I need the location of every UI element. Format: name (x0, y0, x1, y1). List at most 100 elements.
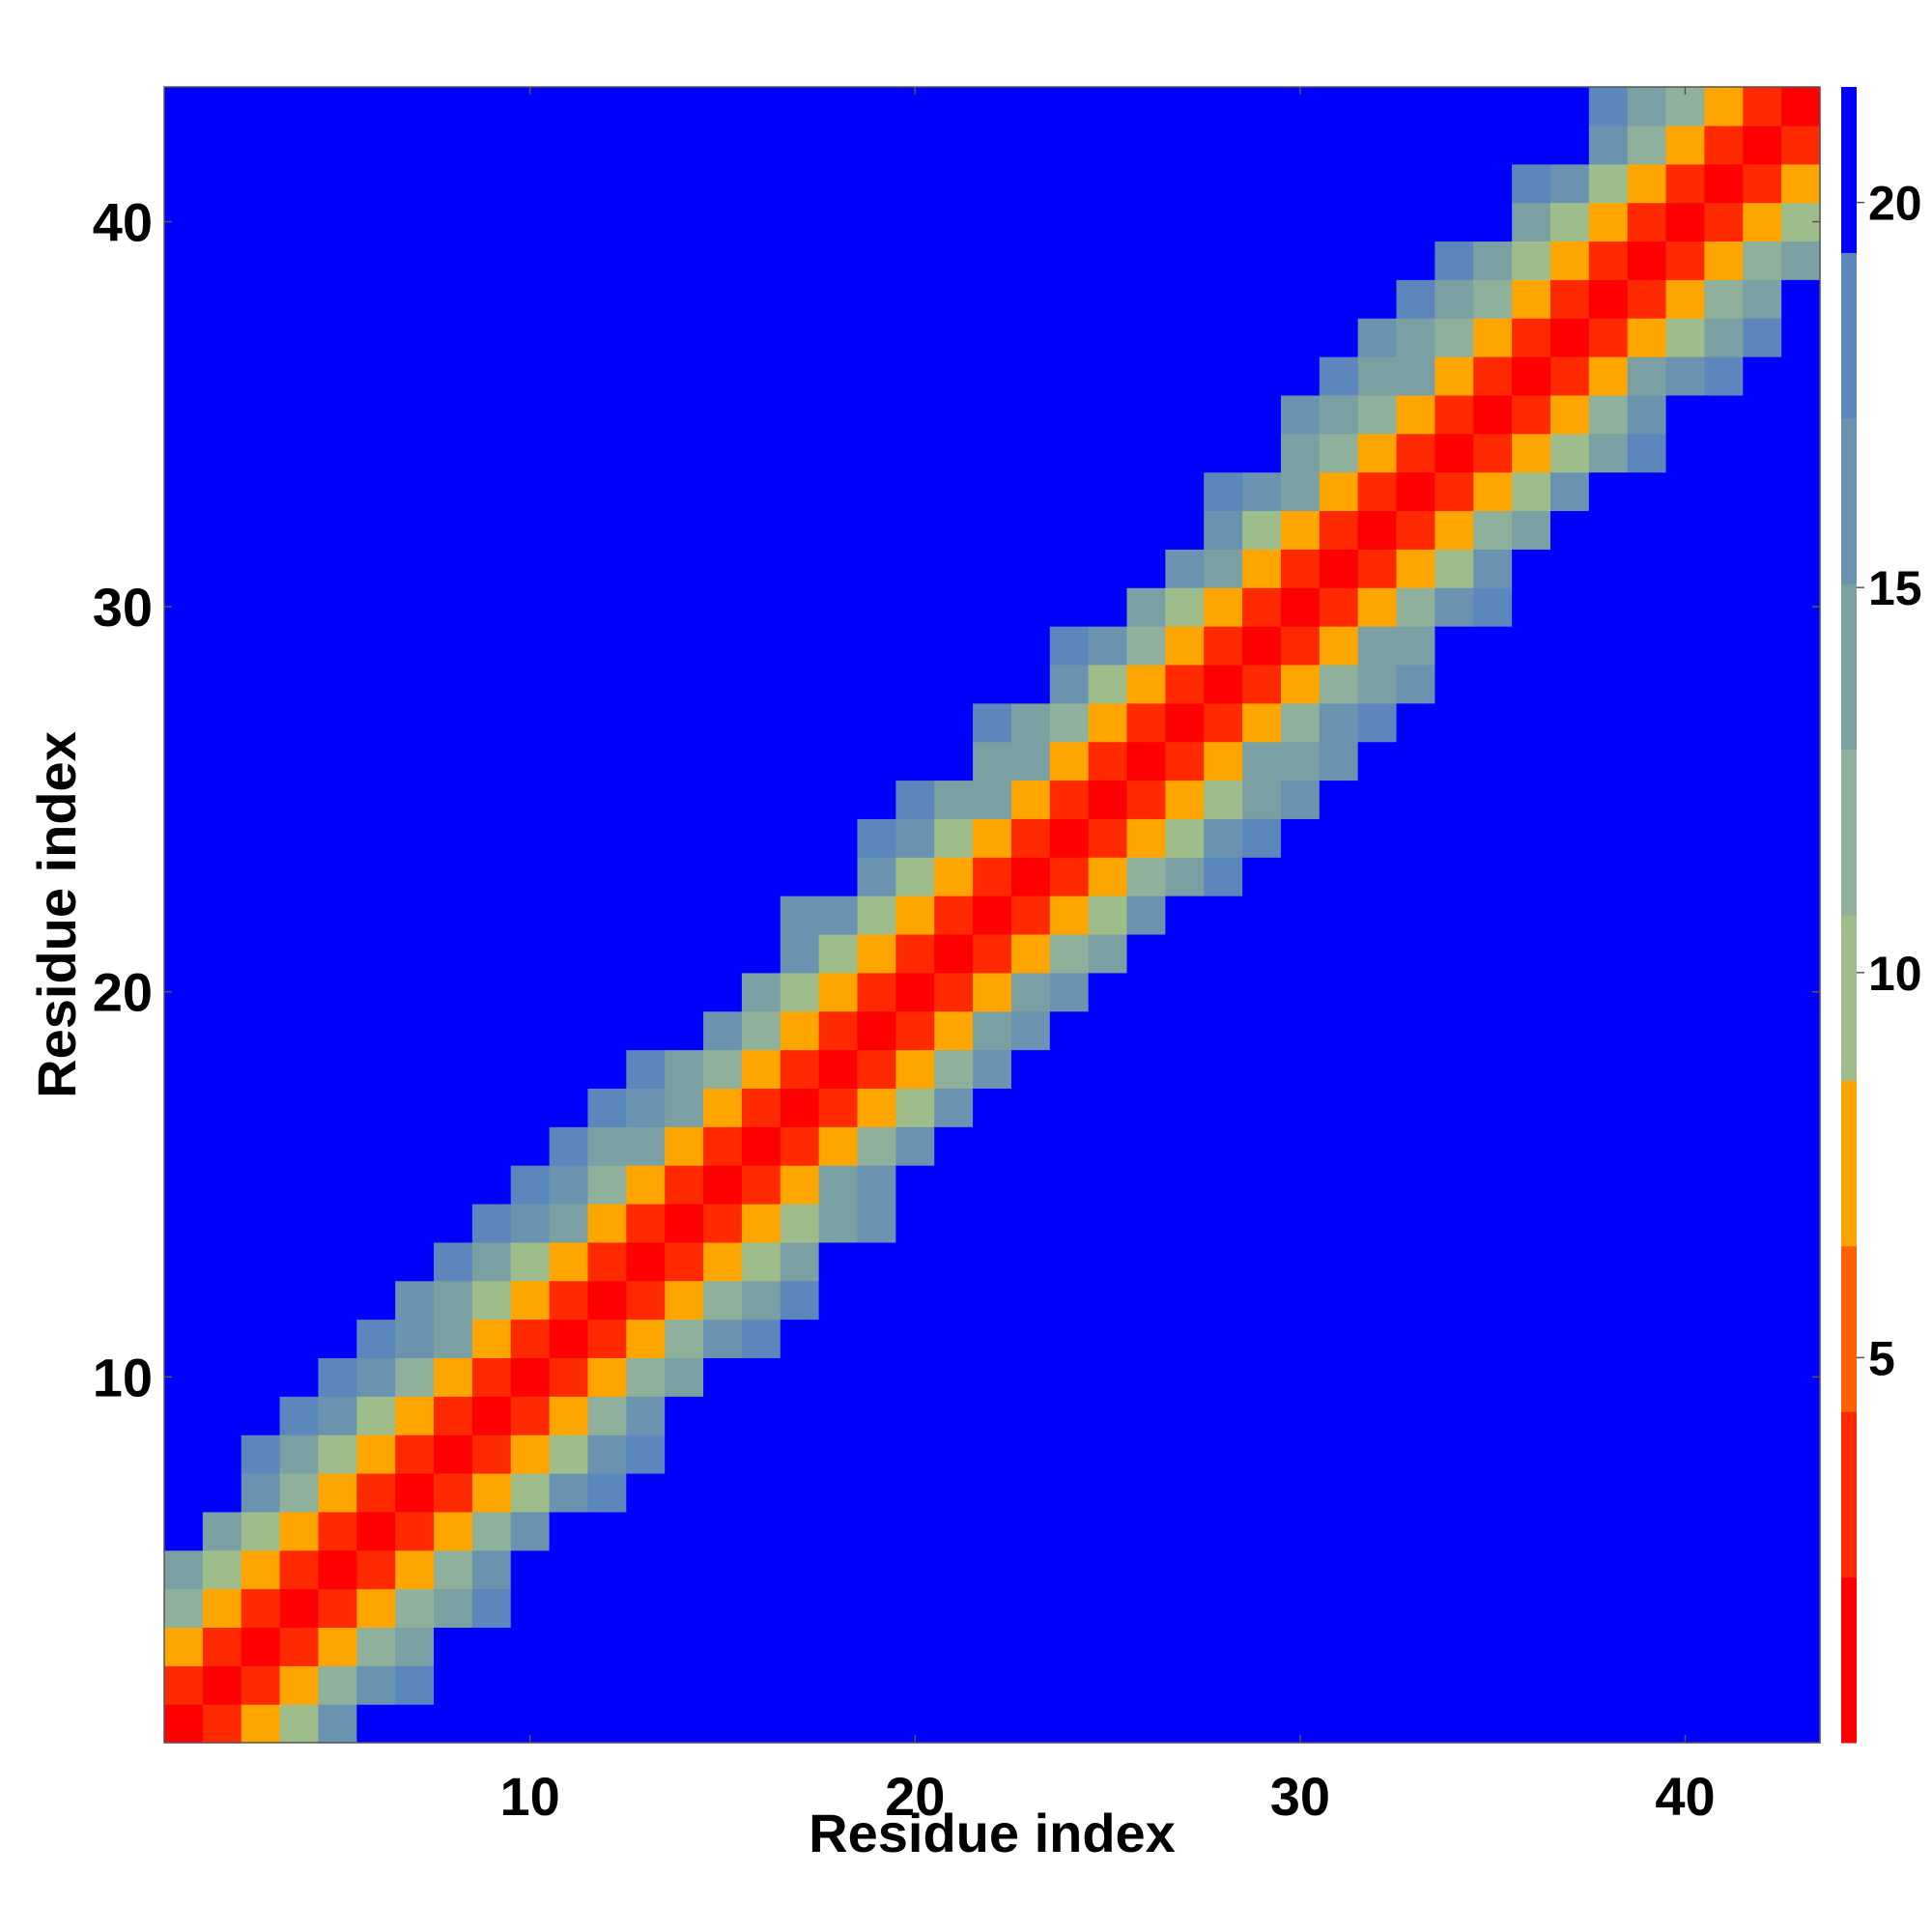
heatmap-cell (1165, 1357, 1205, 1397)
heatmap-cell (395, 510, 435, 550)
heatmap-cell (279, 1126, 320, 1166)
heatmap-cell (395, 1126, 435, 1166)
heatmap-cell (780, 895, 820, 935)
heatmap-cell (1204, 394, 1243, 435)
heatmap-cell (241, 318, 281, 357)
heatmap-cell (241, 1549, 281, 1590)
heatmap-cell (1396, 87, 1435, 127)
heatmap-cell (395, 1588, 435, 1629)
heatmap-cell (1627, 1704, 1667, 1744)
heatmap-cell (934, 356, 974, 396)
heatmap-cell (1396, 356, 1435, 396)
heatmap-cell (1704, 857, 1744, 896)
heatmap-cell (1627, 1511, 1667, 1551)
heatmap-cell (1743, 87, 1782, 127)
heatmap-cell (1435, 549, 1474, 588)
heatmap-cell (356, 549, 396, 588)
heatmap-cell (549, 394, 589, 435)
heatmap-cell (780, 972, 820, 1012)
heatmap-cell (1165, 972, 1205, 1012)
heatmap-cell (549, 1588, 589, 1629)
heatmap-cell (1396, 741, 1435, 781)
heatmap-cell (1088, 702, 1128, 743)
heatmap-cell (356, 1088, 396, 1127)
heatmap-cell (510, 1665, 551, 1705)
heatmap-cell (434, 702, 473, 743)
heatmap-cell (1165, 241, 1205, 280)
heatmap-cell (356, 626, 396, 666)
heatmap-cell (1319, 163, 1359, 204)
heatmap-cell (434, 741, 473, 781)
heatmap-cell (703, 933, 743, 974)
heatmap-cell (1242, 587, 1282, 627)
heatmap-cell (1435, 433, 1474, 473)
heatmap-cell (434, 1511, 473, 1551)
heatmap-cell (202, 510, 242, 550)
heatmap-cell (510, 664, 551, 704)
heatmap-cell (279, 1203, 320, 1243)
heatmap-cell (895, 626, 935, 666)
heatmap-cell (857, 587, 896, 627)
heatmap-cell (1704, 1472, 1744, 1513)
heatmap-cell (1165, 318, 1205, 357)
heatmap-cell (1242, 1088, 1282, 1127)
heatmap-cell (202, 1241, 242, 1282)
heatmap-cell (1473, 1396, 1513, 1435)
heatmap-cell (1126, 780, 1166, 819)
heatmap-cell (279, 1319, 320, 1358)
heatmap-cell (1665, 1396, 1706, 1435)
heatmap-cell (510, 549, 551, 588)
heatmap-cell (1588, 1280, 1629, 1321)
heatmap-cell (1473, 1165, 1513, 1205)
heatmap-cell (703, 1396, 743, 1435)
heatmap-cell (434, 1357, 473, 1397)
heatmap-cell (241, 241, 281, 280)
heatmap-cell (164, 87, 204, 127)
heatmap-cell (164, 1588, 204, 1629)
heatmap-cell (1588, 1319, 1629, 1358)
heatmap-cell (1010, 433, 1051, 473)
heatmap-cell (934, 1704, 974, 1744)
heatmap-cell (1204, 818, 1243, 858)
heatmap-cell (587, 1396, 627, 1435)
heatmap-cell (510, 702, 551, 743)
heatmap-cell (780, 356, 820, 396)
heatmap-cell (1588, 1010, 1629, 1051)
heatmap-cell (857, 780, 896, 819)
heatmap-cell (1280, 1280, 1321, 1321)
heatmap-cell (395, 1049, 435, 1089)
heatmap-cell (1010, 318, 1051, 357)
heatmap-cell (1704, 587, 1744, 627)
heatmap-cell (549, 664, 589, 704)
heatmap-cell (626, 818, 666, 858)
heatmap-cell (1280, 1126, 1321, 1166)
heatmap-cell (1435, 664, 1474, 704)
heatmap-cell (279, 1165, 320, 1205)
heatmap-cell (1396, 433, 1435, 473)
heatmap-cell (1588, 1511, 1629, 1551)
heatmap-cell (1665, 1435, 1706, 1474)
heatmap-cell (1280, 1165, 1321, 1205)
heatmap-cell (1204, 471, 1243, 512)
heatmap-cell (1396, 1049, 1435, 1089)
heatmap-cell (1704, 1165, 1744, 1205)
heatmap-cell (1088, 1511, 1128, 1551)
heatmap-cell (510, 972, 551, 1012)
heatmap-cell (895, 1241, 935, 1282)
heatmap-cell (549, 433, 589, 473)
heatmap-cell (1049, 895, 1090, 935)
heatmap-cell (818, 1319, 859, 1358)
heatmap-cell (818, 1472, 859, 1513)
heatmap-cell (279, 741, 320, 781)
heatmap-cell (1242, 664, 1282, 704)
heatmap-cell (780, 587, 820, 627)
heatmap-cell (1396, 1472, 1435, 1513)
heatmap-cell (1627, 780, 1667, 819)
heatmap-cell (1588, 279, 1629, 319)
heatmap-cell (1704, 1088, 1744, 1127)
heatmap-cell (1204, 1241, 1243, 1282)
heatmap-cell (1165, 356, 1205, 396)
heatmap-cell (1743, 972, 1782, 1012)
heatmap-cell (471, 1165, 512, 1205)
heatmap-cell (510, 1049, 551, 1089)
